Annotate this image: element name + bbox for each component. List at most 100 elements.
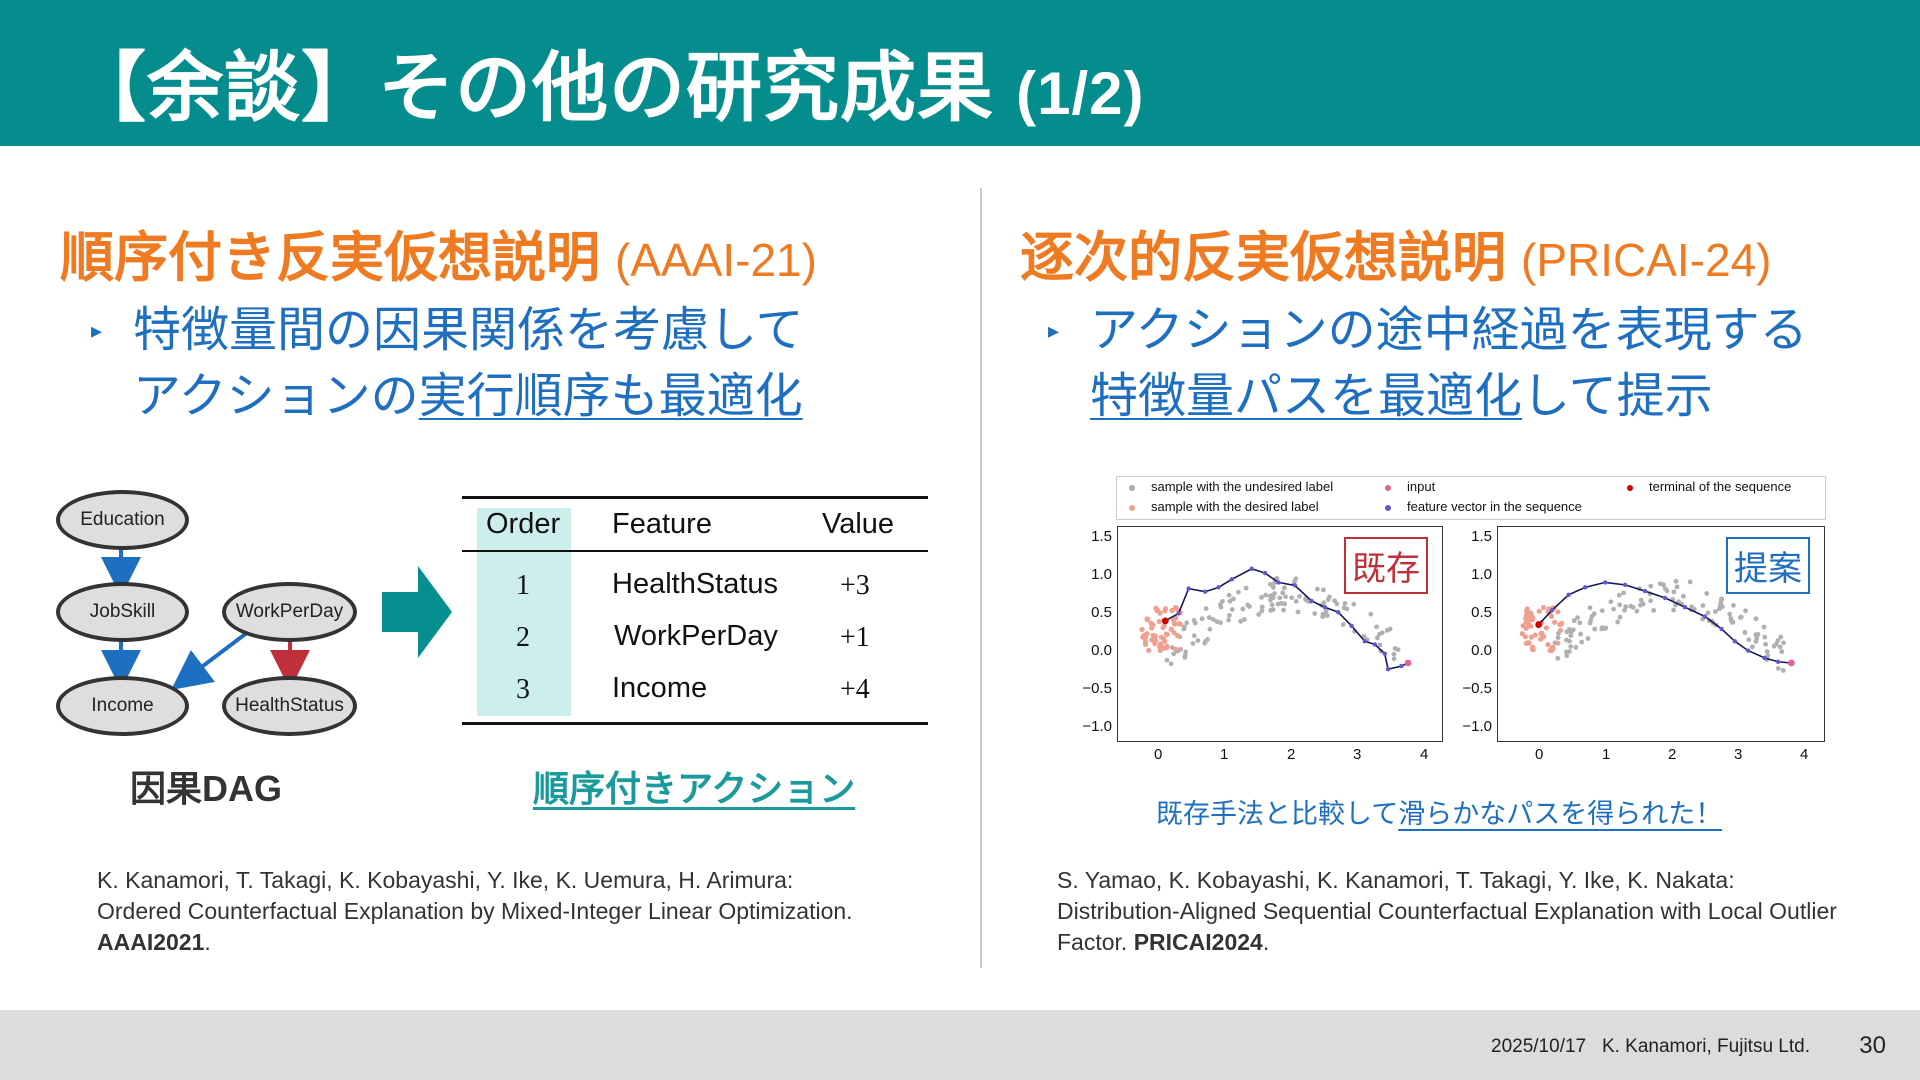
desired-sample-point — [1555, 640, 1561, 646]
y-tick-label: 1.0 — [1471, 566, 1492, 583]
undesired-sample-point — [1202, 640, 1208, 646]
legend-marker — [1129, 484, 1135, 491]
x-tick-label: 4 — [1420, 746, 1429, 763]
undesired-sample-point — [1578, 631, 1584, 637]
desired-sample-point — [1139, 626, 1145, 633]
undesired-sample-point — [1226, 592, 1232, 598]
undesired-sample-point — [1651, 608, 1657, 613]
x-tick-label: 0 — [1535, 746, 1544, 763]
y-tick-label: 0.5 — [1091, 604, 1112, 621]
header-bar — [0, 0, 1920, 146]
undesired-sample-point — [1293, 576, 1299, 582]
desired-sample-point — [1168, 626, 1174, 632]
plot-proposed-tag: 提案 — [1726, 537, 1810, 594]
desired-sample-point — [1543, 625, 1549, 631]
right-ref-title: Distribution-Aligned Sequential Counterf… — [1057, 898, 1837, 924]
undesired-sample-point — [1391, 651, 1397, 657]
y-tick-label: 0.0 — [1091, 642, 1112, 659]
table-header-rule — [462, 550, 928, 552]
right-reference: S. Yamao, K. Kobayashi, K. Kanamori, T. … — [1057, 865, 1837, 958]
undesired-sample-point — [1274, 576, 1280, 581]
left-ref-venue-line: AAAI2021. — [97, 927, 853, 958]
right-bullet-line2-underlined: 特徴量パスを最適化 — [1090, 370, 1523, 423]
plot-legend: sample with the undesired label sample w… — [1116, 476, 1826, 520]
undesired-sample-point — [1181, 626, 1187, 632]
undesired-sample-point — [1673, 578, 1679, 584]
terminal-point — [1161, 617, 1169, 625]
undesired-sample-point — [1567, 649, 1572, 654]
right-ref-venue: PRICAI2024 — [1133, 929, 1263, 955]
undesired-sample-point — [1278, 600, 1284, 606]
desired-sample-point — [1160, 625, 1166, 631]
desired-sample-point — [1142, 641, 1149, 648]
undesired-sample-point — [1314, 586, 1320, 592]
table-header-value: Value — [822, 508, 895, 540]
undesired-sample-point — [1243, 585, 1249, 591]
undesired-sample-point — [1270, 584, 1276, 590]
undesired-sample-point — [1320, 587, 1326, 593]
desired-sample-point — [1548, 613, 1554, 619]
undesired-sample-point — [1713, 609, 1718, 614]
undesired-sample-point — [1746, 637, 1752, 643]
undesired-sample-point — [1781, 640, 1786, 646]
comparison-note: 既存手法と比較して滑らかなパスを得られた！ — [1156, 792, 1722, 831]
input-point — [1404, 659, 1412, 667]
table-header-feature: Feature — [612, 508, 712, 540]
undesired-sample-point — [1570, 627, 1576, 633]
sequence-point — [1362, 639, 1367, 644]
desired-sample-point — [1164, 631, 1170, 638]
table-bottom-rule — [462, 722, 928, 725]
undesired-sample-point — [1238, 618, 1244, 624]
sequence-point — [1732, 639, 1738, 644]
desired-sample-point — [1523, 625, 1530, 631]
dag-node-workperday: WorkPerDay — [222, 582, 357, 642]
y-tick-label: 0.5 — [1471, 604, 1492, 621]
desired-sample-point — [1523, 640, 1530, 646]
right-ref-title2: Factor. — [1057, 929, 1128, 955]
undesired-sample-point — [1662, 586, 1668, 592]
undesired-sample-point — [1277, 595, 1283, 601]
undesired-sample-point — [1689, 604, 1695, 610]
slide-title-text: 【余談】その他の研究成果 — [70, 46, 994, 131]
undesired-sample-point — [1171, 651, 1177, 657]
undesired-sample-point — [1230, 596, 1236, 602]
ordered-action-caption[interactable]: 順序付きアクション — [533, 768, 856, 809]
desired-sample-point — [1144, 617, 1150, 623]
sequence-point — [1399, 663, 1404, 669]
desired-sample-point — [1146, 647, 1152, 654]
undesired-sample-point — [1323, 608, 1329, 614]
undesired-sample-point — [1361, 633, 1367, 639]
plot-existing-tag: 既存 — [1344, 537, 1428, 594]
undesired-sample-point — [1242, 617, 1247, 622]
undesired-sample-point — [1229, 607, 1235, 612]
undesired-sample-point — [1226, 617, 1231, 623]
undesired-sample-point — [1334, 601, 1340, 607]
desired-sample-point — [1162, 608, 1168, 614]
undesired-sample-point — [1245, 602, 1251, 608]
legend-item: input — [1385, 479, 1435, 494]
undesired-sample-point — [1206, 615, 1212, 620]
footer-bar — [0, 1010, 1920, 1080]
right-arrow-icon — [382, 566, 452, 658]
y-tick-label: 1.5 — [1471, 528, 1492, 545]
footer-info: 2025/10/17 K. Kanamori, Fujitsu Ltd. — [1491, 1036, 1810, 1058]
sequence-point — [1662, 595, 1668, 601]
table-row-order: 3 — [516, 674, 530, 705]
undesired-sample-point — [1377, 642, 1383, 648]
desired-sample-point — [1163, 645, 1170, 651]
desired-sample-point — [1557, 627, 1564, 633]
undesired-sample-point — [1289, 595, 1295, 601]
undesired-sample-point — [1753, 639, 1759, 644]
undesired-sample-point — [1568, 633, 1574, 639]
undesired-sample-point — [1564, 653, 1570, 659]
sequence-point — [1322, 605, 1328, 610]
x-tick-label: 0 — [1154, 746, 1163, 763]
undesired-sample-point — [1341, 605, 1347, 611]
undesired-sample-point — [1750, 644, 1755, 650]
left-ref-authors: K. Kanamori, T. Takagi, K. Kobayashi, Y.… — [97, 867, 794, 893]
right-bullet-line1: アクションの途中経過を表現する — [1090, 304, 1808, 357]
undesired-sample-point — [1327, 594, 1332, 600]
right-bullet: ▸ アクションの途中経過を表現する 特徴量パスを最適化して提示 — [1048, 298, 1808, 430]
right-ref-venue-line: Factor. PRICAI2024. — [1057, 927, 1837, 958]
